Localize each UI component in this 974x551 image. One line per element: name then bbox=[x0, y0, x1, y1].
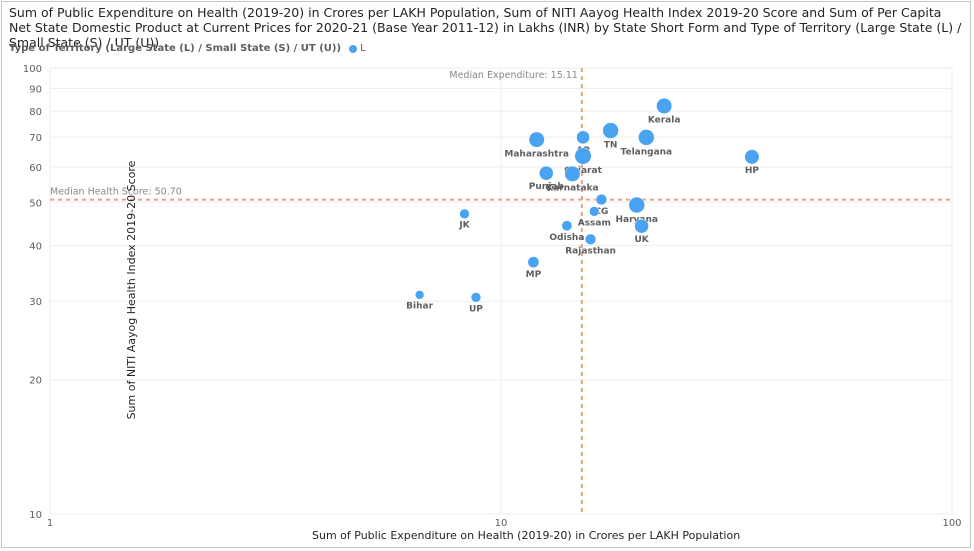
data-label: CG bbox=[594, 207, 608, 217]
x-tick-label: 10 bbox=[495, 518, 508, 529]
x-tick-label: 100 bbox=[942, 518, 961, 529]
data-point-uk[interactable] bbox=[634, 218, 649, 234]
data-point-jk[interactable] bbox=[459, 208, 470, 219]
data-label: Haryana bbox=[616, 215, 658, 225]
data-label: TN bbox=[604, 141, 618, 151]
y-tick-label: 90 bbox=[29, 84, 42, 95]
data-point-gujarat[interactable] bbox=[574, 147, 592, 165]
data-label: Rajasthan bbox=[565, 247, 616, 257]
data-label: UK bbox=[634, 235, 649, 245]
median-expenditure-label: Median Expenditure: 15.11 bbox=[449, 70, 577, 81]
y-tick-label: 30 bbox=[29, 297, 42, 308]
data-point-telangana[interactable] bbox=[638, 129, 655, 146]
legend-title: Type of Territory (Large State (L) / Sma… bbox=[9, 43, 342, 54]
data-point-rajasthan[interactable] bbox=[584, 233, 597, 245]
data-point-punjab[interactable] bbox=[538, 165, 554, 181]
data-point-up[interactable] bbox=[470, 292, 482, 303]
data-label: Karnataka bbox=[546, 184, 598, 194]
x-axis-label: Sum of Public Expenditure on Health (201… bbox=[312, 529, 741, 542]
median-health-label: Median Health Score: 50.70 bbox=[50, 187, 182, 198]
data-label: Odisha bbox=[549, 233, 584, 243]
legend-marker-l bbox=[349, 44, 358, 53]
data-label: JK bbox=[458, 221, 470, 231]
legend[interactable]: Type of Territory (Large State (L) / Sma… bbox=[9, 43, 366, 54]
data-point-hp[interactable] bbox=[744, 149, 760, 165]
y-tick-label: 80 bbox=[29, 107, 42, 118]
data-point-ap[interactable] bbox=[576, 130, 590, 145]
data-point-haryana[interactable] bbox=[628, 196, 646, 214]
data-point-mp[interactable] bbox=[527, 256, 540, 269]
data-label: Maharashtra bbox=[504, 149, 569, 159]
data-point-assam[interactable] bbox=[589, 206, 600, 217]
data-point-odisha[interactable] bbox=[561, 220, 573, 232]
data-label: MP bbox=[526, 270, 542, 280]
data-label: Punjab bbox=[529, 182, 565, 192]
y-tick-label: 20 bbox=[29, 376, 42, 387]
data-point-cg[interactable] bbox=[595, 193, 608, 206]
data-point-tn[interactable] bbox=[602, 122, 619, 139]
y-tick-label: 60 bbox=[29, 163, 42, 174]
data-label: Bihar bbox=[406, 301, 433, 311]
chart-title: Sum of Public Expenditure on Health (201… bbox=[9, 5, 962, 50]
y-tick-label: 50 bbox=[29, 198, 42, 209]
data-label: Telangana bbox=[621, 147, 673, 157]
data-point-maharashtra[interactable] bbox=[528, 131, 545, 148]
y-tick-label: 40 bbox=[29, 241, 42, 252]
data-point-bihar[interactable] bbox=[414, 290, 425, 300]
y-tick-label: 70 bbox=[29, 133, 42, 144]
data-label: Kerala bbox=[648, 116, 681, 126]
legend-entry-label[interactable]: L bbox=[360, 43, 366, 54]
x-tick-label: 1 bbox=[47, 518, 53, 529]
y-tick-label: 100 bbox=[23, 64, 42, 75]
data-point-karnataka[interactable] bbox=[564, 165, 581, 182]
data-label: Assam bbox=[578, 218, 611, 228]
y-axis-label: Sum of NITI Aayog Health Index 2019-20 S… bbox=[124, 160, 138, 420]
data-label: Gujarat bbox=[564, 166, 602, 176]
data-point-kerala[interactable] bbox=[656, 97, 673, 114]
data-label: UP bbox=[469, 304, 483, 314]
y-tick-label: 10 bbox=[29, 510, 42, 521]
data-label: HP bbox=[745, 166, 760, 176]
